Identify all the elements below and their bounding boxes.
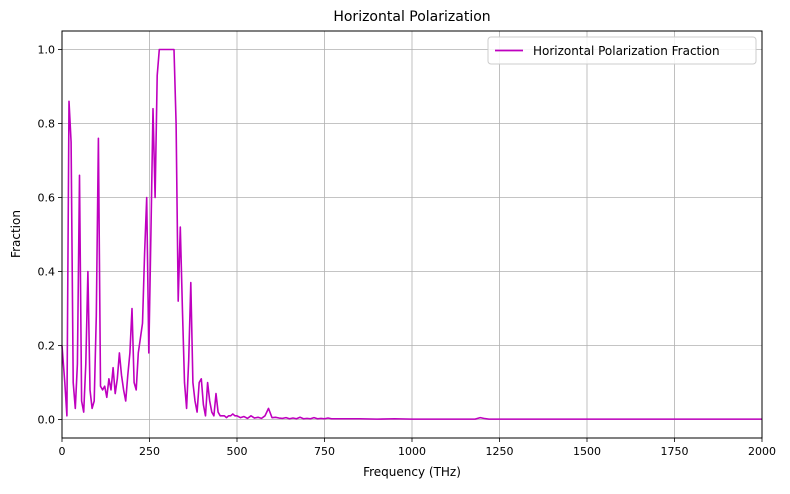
x-tick-label: 1750 (661, 445, 689, 458)
legend-entry-label: Horizontal Polarization Fraction (533, 44, 720, 58)
y-tick-label: 0.8 (38, 118, 56, 131)
y-tick-label: 0.0 (38, 414, 56, 427)
y-tick-label: 1.0 (38, 44, 56, 57)
x-tick-label: 1250 (486, 445, 514, 458)
series-layer (61, 48, 762, 420)
series-line (61, 48, 762, 420)
x-tick-label: 1000 (398, 445, 426, 458)
y-tick-label: 0.6 (38, 192, 56, 205)
y-tick-label: 0.4 (38, 266, 56, 279)
y-axis-ticks: 0.0 0.2 0.4 0.6 0.8 1.0 (38, 44, 62, 427)
x-tick-label: 750 (314, 445, 335, 458)
x-tick-label: 1500 (573, 445, 601, 458)
x-tick-label: 250 (139, 445, 160, 458)
legend-box (487, 36, 757, 65)
x-tick-label: 2000 (748, 445, 776, 458)
x-tick-label: 0 (59, 445, 66, 458)
x-tick-label: 500 (227, 445, 248, 458)
chart-title: Horizontal Polarization (333, 9, 490, 25)
y-tick-label: 0.2 (38, 340, 56, 353)
y-axis-label: Fraction (9, 210, 23, 258)
x-axis-ticks: 0 250 500 750 1000 1250 1500 1750 2000 (59, 438, 776, 458)
x-axis-label: Frequency (THz) (363, 465, 461, 479)
legend: Horizontal Polarization Fraction (487, 36, 757, 65)
